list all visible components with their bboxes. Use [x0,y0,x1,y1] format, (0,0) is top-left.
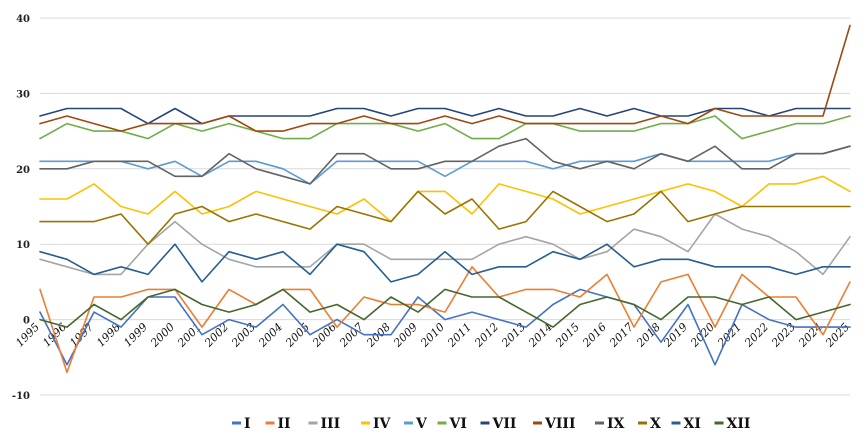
x-tick-label: 2011 [444,321,474,351]
legend-label: IX [607,416,625,432]
y-tick-label: -10 [12,391,30,402]
series-line-I [39,288,851,366]
x-tick-label: 2004 [255,321,285,351]
x-tick-label: 2005 [282,321,312,351]
x-tick-label: 2022 [741,321,771,351]
series-group [39,24,851,374]
y-tick-label: 0 [23,316,30,327]
legend-label: V [415,416,428,432]
series-line-VI [39,115,851,140]
legend-label: I [244,416,251,432]
legend-label: IV [373,416,392,432]
legend-label: III [321,416,341,432]
series-line-V [39,145,851,185]
series-line-IX [39,137,851,185]
legend-label: VII [492,416,517,432]
series-line-XI [39,243,851,283]
x-tick-label: 1995 [13,321,42,350]
y-tick-label: 30 [16,89,30,100]
x-tick-label: 2025 [822,321,852,351]
x-tick-label: 2024 [795,321,825,351]
legend-label: X [650,416,661,432]
y-tick-label: 20 [16,165,30,176]
x-tick-label: 2007 [336,321,366,351]
series-line-XII [39,288,851,328]
x-tick-label: 2016 [579,321,609,351]
x-tick-label: 2013 [498,321,528,351]
series-line-IV [39,175,851,223]
x-tick-label: 2021 [714,321,744,351]
legend-label: XI [684,416,701,432]
series-line-VIII [39,24,851,132]
y-tick-label: 40 [16,14,30,25]
x-tick-label: 2002 [201,321,231,351]
x-tick-label: 2012 [471,321,501,351]
x-tick-label: 2019 [660,321,690,351]
legend-label: VIII [544,416,576,432]
legend-label: VI [449,416,467,432]
x-tick-label: 2023 [768,321,798,351]
y-tick-label: 10 [16,240,30,251]
series-line-X [39,190,851,245]
x-tick-label: 1999 [121,321,150,350]
x-tick-label: 2000 [147,321,177,351]
x-tick-label: 2015 [552,321,582,351]
legend: I II III IV V VI VII VIII IX X XI XII [232,416,750,432]
legend-label: XII [727,416,751,432]
x-tick-label: 2009 [390,321,420,351]
x-tick-label: 2017 [606,321,636,351]
x-tick-label: 2010 [417,321,447,351]
x-tick-label: 2003 [228,321,258,351]
x-tick-label: 1998 [94,321,123,350]
legend-label: II [278,416,291,432]
